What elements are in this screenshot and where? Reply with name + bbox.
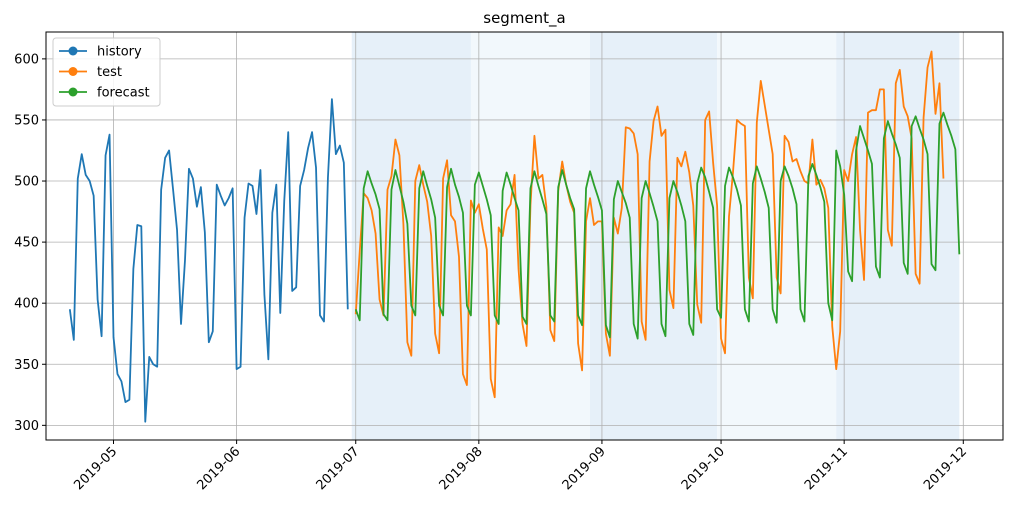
y-axis: 300 350 400 450 500 550 600 [14, 52, 46, 434]
legend-box [52, 37, 161, 107]
legend: history test forecast [52, 37, 161, 107]
legend-label-test: test [97, 65, 122, 80]
y-tick-label: 550 [14, 113, 39, 128]
series-line-history [68, 98, 349, 423]
legend-label-forecast: forecast [97, 86, 150, 101]
test-period-shading [351, 32, 960, 440]
x-tick-label: 2019-06 [194, 444, 243, 493]
shaded-region-1 [351, 32, 471, 440]
y-tick-label: 300 [14, 419, 39, 434]
x-tick-label: 2019-12 [921, 444, 970, 493]
series-line-forecast [354, 111, 961, 340]
shaded-region-3 [590, 32, 718, 440]
axes-frame [45, 31, 1004, 441]
shaded-region-4 [717, 32, 837, 440]
legend-marker-test [68, 67, 78, 76]
series-layer [68, 50, 961, 423]
x-tick-label: 2019-10 [679, 444, 728, 493]
y-tick-label: 450 [14, 236, 39, 251]
x-tick-label: 2019-07 [314, 444, 363, 493]
x-tick-label: 2019-05 [71, 444, 120, 493]
legend-marker-history [68, 46, 78, 56]
x-tick-label: 2019-09 [560, 444, 609, 493]
series-line-test [354, 50, 945, 399]
legend-label-history: history [97, 45, 142, 60]
grid-lines [46, 32, 1003, 440]
x-tick-label: 2019-11 [802, 444, 851, 493]
x-axis: 2019-05 2019-06 2019-07 2019-08 2019-09 2019-… [71, 440, 970, 493]
legend-marker-forecast [68, 87, 78, 97]
y-tick-label: 500 [14, 175, 39, 190]
x-tick-label: 2019-08 [437, 444, 486, 493]
shaded-region-5 [836, 32, 960, 440]
chart-title: segment_a [483, 9, 566, 28]
y-tick-label: 350 [14, 358, 39, 373]
y-tick-label: 600 [14, 52, 39, 67]
y-tick-label: 400 [14, 297, 39, 312]
